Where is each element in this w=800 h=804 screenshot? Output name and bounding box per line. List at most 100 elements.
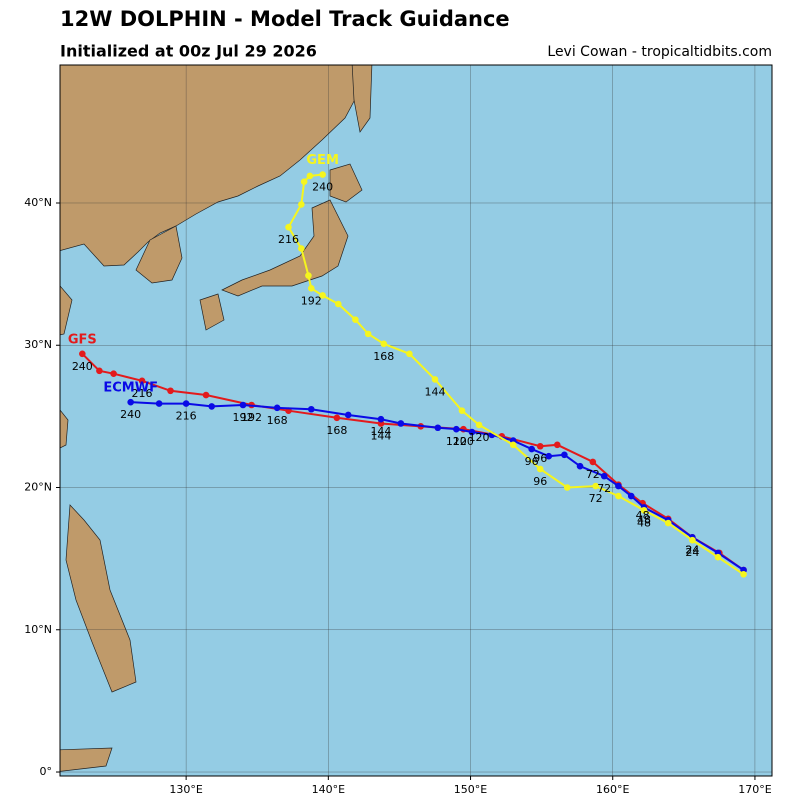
hour-label: 72 [586, 468, 600, 481]
track-point [352, 316, 359, 323]
track-point [553, 441, 561, 449]
plot-frame [59, 64, 773, 777]
hour-label: 144 [370, 425, 391, 438]
track-point [431, 376, 439, 383]
track-point [110, 370, 117, 377]
track-point [406, 350, 413, 358]
track-point [458, 407, 466, 414]
china-coast [60, 285, 73, 336]
track-point [453, 425, 460, 433]
hour-label: 72 [597, 482, 611, 495]
track-point [79, 350, 86, 358]
track-point [380, 340, 388, 348]
hour-label: 216 [176, 410, 197, 423]
hour-label: 96 [533, 475, 547, 488]
hour-label: 192 [241, 411, 262, 424]
track-point [319, 292, 326, 299]
track-point [563, 484, 571, 491]
subtitle: Initialized at 00z Jul 29 2026 [60, 42, 317, 61]
track-point [714, 553, 722, 561]
track-point [208, 403, 216, 410]
track-point [364, 330, 372, 338]
hour-label: 48 [637, 513, 651, 526]
y-tick-label: 30°N [24, 338, 52, 351]
y-tick-label: 10°N [24, 623, 52, 636]
track-point [319, 171, 326, 178]
track-point [545, 452, 553, 460]
track-point [300, 178, 308, 185]
track-point [96, 367, 103, 375]
hour-label: 168 [326, 424, 347, 437]
track-point [307, 285, 315, 292]
track-point [640, 506, 648, 514]
track-point [298, 201, 305, 208]
track-point [202, 391, 210, 399]
track-point [689, 536, 696, 544]
track-point [592, 482, 599, 490]
track-point [561, 451, 568, 459]
model-name: GFS [68, 332, 97, 347]
track-point [468, 428, 476, 436]
hour-label: 24 [685, 546, 699, 559]
taiwan [60, 409, 69, 449]
y-tick-label: 20°N [24, 481, 52, 494]
y-tick-label: 0° [40, 765, 53, 778]
track-point [664, 519, 672, 527]
hour-label: 240 [72, 360, 93, 373]
hour-label: 240 [312, 181, 333, 194]
hour-label: 96 [533, 452, 547, 465]
track-point [182, 400, 190, 407]
credit: Levi Cowan - tropicaltidbits.com [547, 44, 772, 60]
model-name: GEM [306, 153, 339, 168]
hour-label: 120 [469, 431, 490, 444]
track-point [306, 172, 314, 180]
track-point [615, 492, 622, 500]
track-point [589, 458, 597, 466]
track-point [344, 411, 352, 419]
track-point [475, 421, 483, 429]
track-point [536, 442, 544, 450]
track-point [740, 570, 747, 578]
y-tick-label: 40°N [24, 196, 52, 209]
hour-label: 168 [267, 414, 288, 427]
track-point [377, 415, 385, 423]
hour-label: 72 [589, 492, 603, 505]
hour-label: 48 [637, 516, 651, 529]
hour-label: 144 [424, 385, 445, 398]
track-point [334, 300, 342, 308]
hour-label: 240 [120, 408, 141, 421]
hokkaido [329, 163, 363, 203]
track-point [600, 472, 608, 480]
hour-label: 120 [453, 435, 474, 448]
x-tick-label: 140°E [312, 783, 345, 796]
track-point [528, 445, 535, 453]
track-point [333, 414, 341, 422]
hour-label: 168 [373, 350, 394, 363]
mainland-asia [60, 65, 361, 267]
honshu [221, 199, 349, 297]
model-name: ECMWF [103, 381, 158, 396]
hour-label: 216 [278, 233, 299, 246]
hour-label: 192 [233, 411, 254, 424]
track-point [138, 377, 146, 385]
track-point [127, 398, 134, 406]
hour-label: 144 [370, 429, 391, 442]
track-point [305, 272, 312, 279]
x-tick-label: 170°E [738, 783, 771, 796]
track-point [273, 404, 281, 412]
track-point [239, 401, 247, 409]
track-point [307, 405, 315, 413]
track-point [155, 400, 163, 407]
hour-label: 24 [685, 543, 699, 556]
track-point [576, 462, 584, 470]
track-point [167, 387, 174, 395]
track-point [615, 482, 622, 490]
x-tick-label: 130°E [169, 783, 202, 796]
kyushu [199, 293, 225, 331]
land-layer [60, 65, 373, 772]
hour-label: 120 [446, 435, 467, 448]
x-tick-label: 150°E [454, 783, 487, 796]
hour-label: 192 [301, 294, 322, 307]
borneo [60, 747, 113, 772]
track-point [627, 492, 635, 500]
